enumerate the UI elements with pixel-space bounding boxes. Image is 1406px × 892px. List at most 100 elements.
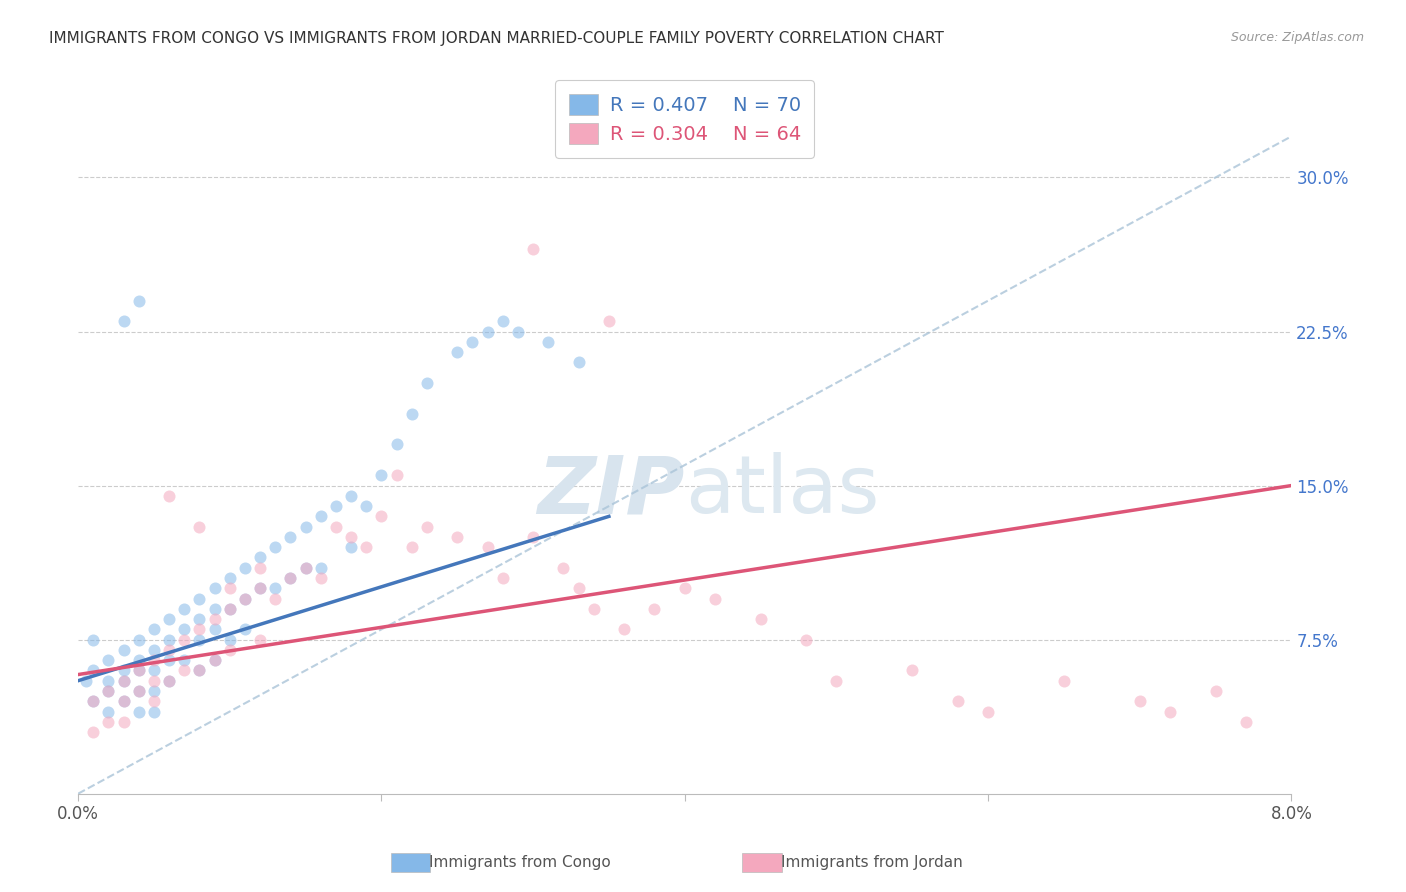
Point (673, 582, 696, 596)
Point (294, 519, 316, 533)
Point (142, 705, 165, 719)
Bar (391, 853, 430, 872)
Point (354, 540, 377, 554)
Point (1205, 684, 1227, 698)
Point (157, 653, 180, 667)
Point (461, 334, 484, 349)
Point (233, 591, 256, 606)
Point (568, 355, 591, 369)
Point (218, 643, 240, 657)
Point (249, 632, 271, 647)
Point (142, 623, 165, 637)
Point (218, 571, 240, 585)
Point (401, 407, 423, 421)
Point (97, 653, 120, 667)
Point (112, 714, 135, 729)
Point (946, 694, 969, 708)
Point (173, 653, 195, 667)
Point (446, 345, 468, 359)
Point (204, 582, 226, 596)
Point (233, 560, 256, 574)
Text: Immigrants from Jordan: Immigrants from Jordan (780, 855, 963, 870)
Point (82, 694, 104, 708)
Point (142, 653, 165, 667)
Point (112, 314, 135, 328)
Point (1053, 673, 1076, 688)
Point (204, 653, 226, 667)
Point (340, 540, 363, 554)
Point (142, 643, 165, 657)
Point (477, 325, 499, 339)
Point (142, 673, 165, 688)
Point (97, 684, 120, 698)
Point (977, 705, 1000, 719)
Point (522, 243, 544, 257)
Point (264, 582, 287, 596)
Point (492, 314, 515, 328)
Point (112, 673, 135, 688)
Point (294, 560, 316, 574)
Point (157, 489, 180, 503)
Point (218, 602, 240, 616)
Point (325, 519, 347, 533)
Point (82, 664, 104, 678)
Point (112, 643, 135, 657)
Point (188, 612, 211, 626)
Point (157, 673, 180, 688)
Point (416, 519, 439, 533)
Point (128, 664, 150, 678)
Bar (742, 853, 782, 872)
Point (553, 560, 575, 574)
Point (522, 530, 544, 544)
Point (582, 602, 605, 616)
Point (1159, 705, 1181, 719)
Point (598, 314, 620, 328)
Text: IMMIGRANTS FROM CONGO VS IMMIGRANTS FROM JORDAN MARRIED-COUPLE FAMILY POVERTY CO: IMMIGRANTS FROM CONGO VS IMMIGRANTS FROM… (49, 31, 943, 46)
Point (142, 694, 165, 708)
Text: atlas: atlas (685, 452, 879, 531)
Point (173, 664, 195, 678)
Point (401, 540, 423, 554)
Point (157, 673, 180, 688)
Point (446, 530, 468, 544)
Point (112, 673, 135, 688)
Point (749, 612, 772, 626)
Point (188, 632, 211, 647)
Point (354, 499, 377, 513)
Point (825, 673, 848, 688)
Point (188, 664, 211, 678)
Point (142, 684, 165, 698)
Point (370, 468, 392, 483)
Point (264, 540, 287, 554)
Point (128, 684, 150, 698)
Point (249, 550, 271, 565)
Point (142, 664, 165, 678)
Point (128, 632, 150, 647)
Point (568, 582, 591, 596)
Point (173, 632, 195, 647)
Point (249, 560, 271, 574)
Point (385, 468, 408, 483)
Point (82, 632, 104, 647)
Text: Source: ZipAtlas.com: Source: ZipAtlas.com (1230, 31, 1364, 45)
Point (128, 293, 150, 308)
Legend: R = 0.407    N = 70, R = 0.304    N = 64: R = 0.407 N = 70, R = 0.304 N = 64 (555, 80, 814, 158)
Point (128, 705, 150, 719)
Point (506, 325, 529, 339)
Point (157, 643, 180, 657)
Point (188, 591, 211, 606)
Point (1234, 714, 1257, 729)
Point (309, 509, 332, 524)
Point (233, 591, 256, 606)
Point (280, 571, 302, 585)
Point (204, 612, 226, 626)
Point (75, 673, 97, 688)
Point (264, 591, 287, 606)
Point (128, 664, 150, 678)
Point (643, 602, 665, 616)
Point (218, 632, 240, 647)
Point (385, 437, 408, 451)
Point (82, 694, 104, 708)
Point (370, 509, 392, 524)
Point (204, 602, 226, 616)
